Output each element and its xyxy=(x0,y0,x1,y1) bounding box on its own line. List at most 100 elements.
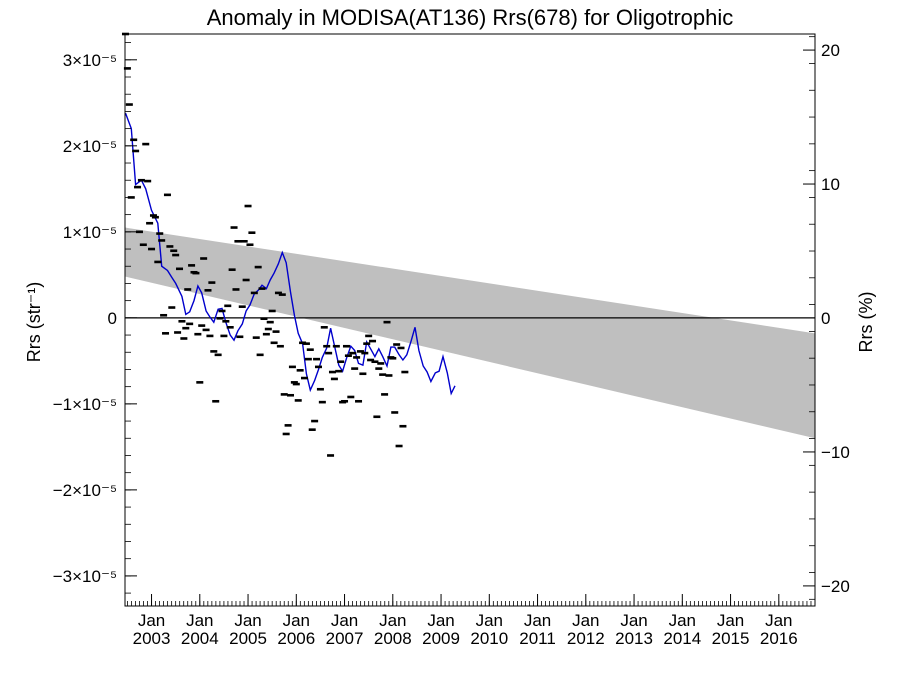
x-tick-year-label: 2014 xyxy=(663,629,701,648)
right-tick-label: 0 xyxy=(821,309,830,328)
data-point xyxy=(148,247,156,251)
x-tick-year-label: 2007 xyxy=(326,629,364,648)
x-tick-year-label: 2012 xyxy=(567,629,605,648)
data-point xyxy=(395,444,403,448)
data-point xyxy=(266,320,274,324)
data-point xyxy=(313,357,321,361)
right-y-axis: 20 10 0 −10 −20 xyxy=(803,36,850,600)
data-point xyxy=(180,337,188,340)
confidence-band-layer xyxy=(125,227,815,439)
data-point xyxy=(254,265,262,269)
right-tick-label: −20 xyxy=(821,577,850,596)
data-point xyxy=(330,377,338,381)
data-point xyxy=(176,267,184,271)
data-point xyxy=(132,149,140,153)
left-y-axis: 3×10⁻⁵ 2×10⁻⁵ 1×10⁻⁵ 0 −1×10⁻⁵ −2×10⁻⁵ −3×10⁻⁵ xyxy=(53,42,137,594)
data-point xyxy=(163,193,171,197)
data-point xyxy=(270,341,278,345)
x-tick-month-label: Jan xyxy=(765,611,792,630)
data-point xyxy=(210,350,218,353)
x-tick-month-label: Jan xyxy=(379,611,406,630)
data-point xyxy=(391,411,399,414)
data-point xyxy=(381,393,389,396)
data-point xyxy=(182,326,190,330)
data-point xyxy=(230,226,238,229)
data-point xyxy=(276,344,284,348)
data-point xyxy=(125,103,133,106)
data-point xyxy=(349,351,357,355)
left-tick-label: 3×10⁻⁵ xyxy=(63,51,117,70)
data-point xyxy=(318,400,326,404)
left-tick-label: 1×10⁻⁵ xyxy=(63,223,117,242)
data-point xyxy=(160,313,168,317)
data-point xyxy=(264,327,272,331)
data-point xyxy=(323,344,331,348)
data-point xyxy=(262,332,270,336)
data-point xyxy=(178,319,186,323)
data-point xyxy=(383,320,391,324)
data-point xyxy=(244,204,252,208)
data-point xyxy=(344,354,352,357)
data-point xyxy=(214,353,222,357)
data-point xyxy=(192,271,200,275)
data-point xyxy=(282,432,290,436)
data-point xyxy=(335,369,343,373)
data-point xyxy=(287,393,295,397)
data-point xyxy=(292,382,300,386)
x-tick-year-label: 2006 xyxy=(277,629,315,648)
data-point xyxy=(278,293,286,296)
data-point xyxy=(156,232,164,235)
data-point xyxy=(232,288,240,291)
data-point xyxy=(198,324,206,327)
right-tick-label: 20 xyxy=(821,41,840,60)
data-point xyxy=(158,239,166,242)
data-point xyxy=(144,179,152,183)
data-point xyxy=(385,374,393,377)
data-point xyxy=(135,230,143,234)
data-point xyxy=(242,278,250,282)
x-tick-year-label: 2004 xyxy=(181,629,219,648)
data-point xyxy=(294,399,302,402)
data-point xyxy=(170,249,178,253)
data-point xyxy=(151,215,159,219)
data-point xyxy=(325,351,333,355)
data-point xyxy=(200,257,208,260)
data-point xyxy=(172,253,180,257)
data-point xyxy=(154,260,162,264)
data-point xyxy=(250,291,258,295)
data-point xyxy=(246,243,254,247)
data-point xyxy=(332,344,340,348)
data-point xyxy=(327,454,335,457)
data-point xyxy=(146,221,154,225)
data-point xyxy=(316,387,324,391)
data-point xyxy=(356,350,364,353)
data-point xyxy=(304,357,312,361)
data-point xyxy=(299,341,307,345)
data-point xyxy=(252,336,260,339)
left-tick-label: 2×10⁻⁵ xyxy=(63,137,117,156)
data-point xyxy=(302,342,310,345)
data-point xyxy=(236,335,244,339)
data-point xyxy=(399,424,407,428)
data-point xyxy=(341,399,349,403)
data-point xyxy=(320,326,328,329)
data-point xyxy=(306,348,314,351)
data-point xyxy=(260,317,268,321)
data-point xyxy=(224,304,232,308)
x-tick-month-label: Jan xyxy=(331,611,358,630)
smooth-line-layer xyxy=(124,112,456,396)
data-point xyxy=(274,291,282,295)
data-point xyxy=(337,360,345,364)
x-tick-month-label: Jan xyxy=(717,611,744,630)
data-point xyxy=(393,343,401,346)
data-point xyxy=(240,239,248,243)
smooth-series-line xyxy=(124,112,456,396)
x-tick-year-label: 2011 xyxy=(519,629,556,648)
data-point xyxy=(359,372,367,376)
data-point xyxy=(186,322,194,326)
data-point xyxy=(369,339,377,343)
confidence-band xyxy=(125,227,815,439)
data-point xyxy=(397,346,405,350)
